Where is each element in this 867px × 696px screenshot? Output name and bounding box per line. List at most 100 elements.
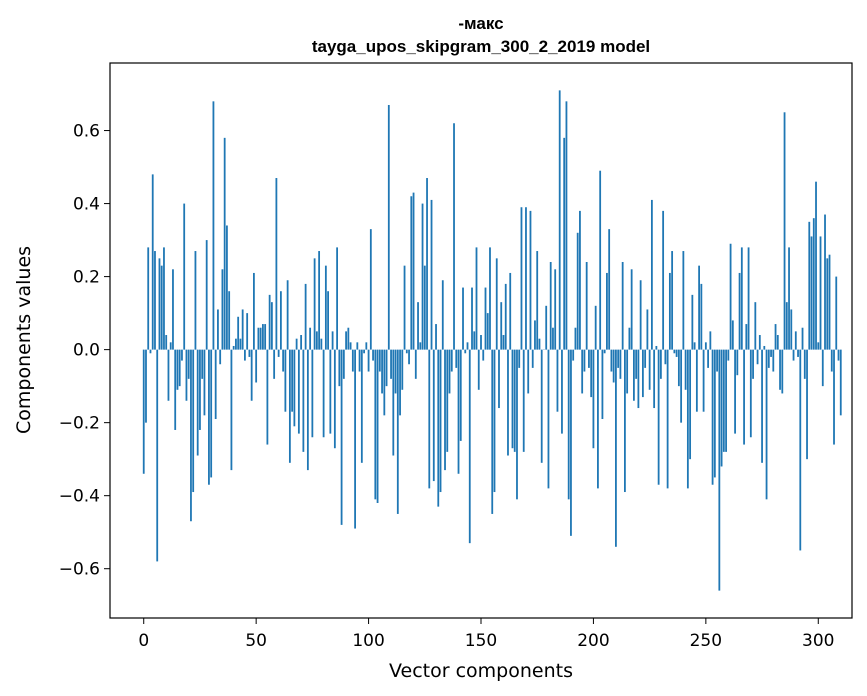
- bar-241: [684, 349, 687, 390]
- bar-231: [662, 210, 665, 350]
- bar-74: [309, 327, 312, 350]
- bar-145: [468, 349, 471, 544]
- bar-56: [268, 294, 271, 350]
- bar-29: [208, 349, 210, 485]
- bar-297: [810, 236, 813, 350]
- bar-124: [421, 203, 424, 350]
- bar-199: [590, 349, 593, 398]
- bar-163: [509, 272, 512, 350]
- bar-134: [444, 349, 446, 471]
- bar-77: [315, 331, 318, 350]
- bar-209: [612, 349, 615, 383]
- bar-155: [491, 349, 494, 514]
- bar-101: [369, 229, 372, 350]
- bar-9: [163, 247, 165, 350]
- bar-120: [412, 192, 415, 350]
- bar-71: [302, 349, 305, 452]
- bar-303: [824, 214, 826, 350]
- bar-247: [698, 265, 700, 350]
- bar-256: [718, 349, 721, 591]
- bar-244: [691, 294, 694, 350]
- bar-88: [340, 349, 343, 525]
- bar-89: [342, 349, 345, 379]
- bar-50: [255, 349, 258, 383]
- bar-15: [176, 349, 179, 390]
- bar-22: [192, 349, 195, 493]
- bar-246: [695, 349, 698, 412]
- x-tick-label: 300: [802, 631, 834, 651]
- bar-144: [466, 342, 469, 350]
- bar-284: [781, 349, 784, 394]
- bar-57: [270, 302, 273, 350]
- bar-248: [700, 283, 703, 350]
- x-tick-label: 150: [465, 631, 497, 651]
- chart-title-line-2: tayga_upos_skipgram_300_2_2019 model: [312, 37, 650, 56]
- bar-288: [790, 309, 793, 350]
- bar-307: [833, 349, 835, 445]
- bar-139: [455, 349, 458, 368]
- bar-52: [259, 327, 262, 350]
- bar-172: [529, 210, 532, 350]
- bar-25: [199, 349, 201, 430]
- bar-161: [504, 283, 507, 350]
- bar-173: [531, 349, 534, 368]
- bar-111: [392, 349, 395, 456]
- bar-273: [756, 349, 759, 365]
- bar-33: [217, 309, 219, 350]
- bar-261: [729, 243, 732, 350]
- bar-227: [653, 349, 656, 409]
- bar-170: [525, 207, 527, 350]
- bar-174: [534, 320, 536, 350]
- bar-251: [707, 349, 709, 368]
- bar-47: [248, 349, 251, 357]
- bar-54: [264, 324, 267, 350]
- bar-84: [331, 331, 334, 350]
- bar-108: [385, 349, 388, 387]
- bar-290: [794, 331, 797, 350]
- bar-1: [145, 349, 147, 423]
- bar-112: [394, 349, 397, 394]
- bar-182: [552, 327, 554, 350]
- bar-146: [471, 287, 473, 350]
- bar-233: [666, 349, 669, 489]
- bar-225: [648, 349, 651, 390]
- bar-132: [439, 349, 442, 493]
- bar-302: [821, 349, 824, 387]
- bar-79: [320, 338, 323, 350]
- bar-91: [347, 327, 350, 350]
- bar-107: [383, 349, 386, 416]
- bar-265: [738, 272, 741, 350]
- bar-13: [172, 269, 174, 350]
- bar-94: [354, 349, 356, 529]
- bar-216: [628, 327, 631, 350]
- bar-10: [165, 335, 168, 350]
- bar-133: [441, 280, 444, 350]
- bar-149: [477, 349, 480, 390]
- bar-237: [675, 349, 678, 357]
- bar-187: [563, 137, 566, 350]
- bar-167: [518, 349, 521, 368]
- bar-177: [540, 349, 543, 463]
- bar-43: [239, 338, 242, 350]
- bar-300: [817, 342, 820, 350]
- bar-143: [464, 349, 467, 354]
- bar-98: [363, 349, 365, 354]
- bar-229: [657, 349, 660, 485]
- bar-305: [828, 254, 831, 350]
- bar-277: [765, 349, 768, 500]
- x-tick-label: 100: [352, 631, 384, 651]
- bar-181: [549, 262, 552, 350]
- bar-215: [626, 349, 629, 394]
- bar-135: [446, 349, 449, 452]
- bar-293: [801, 327, 804, 350]
- bar-175: [536, 251, 539, 350]
- bar-164: [511, 349, 514, 449]
- bar-118: [408, 349, 410, 365]
- y-axis-ticks: −0.6 −0.4 −0.2 0.0 0.2 0.4 0.6: [59, 122, 110, 580]
- bar-294: [803, 349, 806, 379]
- bar-179: [545, 305, 548, 350]
- bar-41: [235, 338, 237, 350]
- chart-title-line-1: -макс: [458, 14, 503, 33]
- bar-260: [727, 349, 730, 361]
- bar-197: [585, 262, 588, 350]
